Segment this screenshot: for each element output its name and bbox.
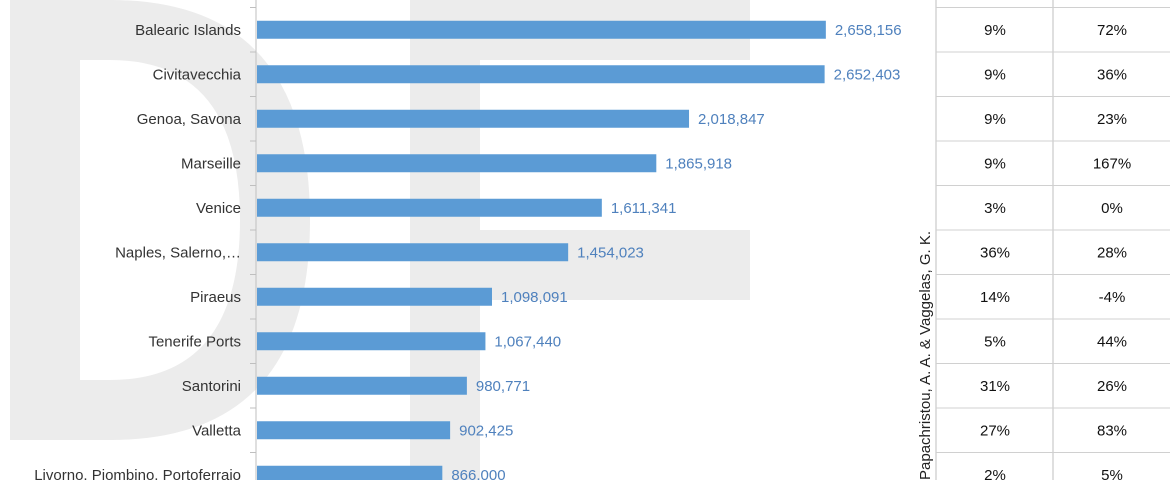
table-cell-col2: 23%: [1097, 111, 1127, 128]
table-cell-col2: 0%: [1101, 200, 1123, 217]
category-label: Naples, Salerno,…: [115, 244, 241, 261]
category-labels: BarcelonaBalearic IslandsCivitavecchiaGe…: [34, 22, 242, 480]
value-label: 902,425: [459, 422, 513, 439]
bars-group: [257, 20, 826, 480]
table-cell-col1: 9%: [984, 66, 1006, 83]
value-label: 980,771: [476, 378, 530, 395]
table-cell-col1: 36%: [980, 244, 1010, 261]
table-cell-col1: 27%: [980, 422, 1010, 439]
table-cell-col1: 2%: [984, 467, 1006, 480]
table-cell-col2: -4%: [1099, 289, 1126, 306]
value-label: 1,067,440: [494, 333, 561, 350]
value-label: 1,611,341: [611, 200, 677, 217]
table-cells: 8%51%9%72%9%36%9%23%9%167%3%0%36%28%14%-…: [980, 22, 1131, 480]
bar: [257, 243, 569, 262]
table-cell-col2: 36%: [1097, 66, 1127, 83]
watermark-letter-d: [10, 0, 310, 440]
value-label: 866,000: [451, 467, 505, 480]
credit-text: Papachristou, A. A. & Vaggelas, G. K.: [917, 231, 934, 480]
bar: [257, 376, 467, 395]
table-cell-col1: 9%: [984, 22, 1006, 39]
category-label: Marseille: [181, 155, 241, 172]
category-label: Civitavecchia: [153, 66, 242, 83]
table-cell-col2: 5%: [1101, 467, 1123, 480]
table-cell-col2: 28%: [1097, 244, 1127, 261]
table-cell-col1: 14%: [980, 289, 1010, 306]
watermark-letter-f: [410, 0, 750, 480]
value-label: 1,454,023: [577, 244, 644, 261]
bar: [257, 65, 825, 84]
value-label: 2,658,156: [835, 22, 902, 39]
bar: [257, 198, 602, 217]
value-label: 1,865,918: [665, 155, 732, 172]
category-label: Livorno, Piombino, Portoferraio: [34, 467, 241, 480]
bar: [257, 109, 690, 128]
value-label: 2,652,403: [834, 66, 901, 83]
category-label: Balearic Islands: [135, 22, 241, 39]
table-grid: [250, 0, 1170, 480]
category-label: Tenerife Ports: [148, 333, 241, 350]
table-cell-col2: 44%: [1097, 333, 1127, 350]
bar: [257, 154, 657, 173]
bar: [257, 332, 486, 351]
table-cell-col1: 3%: [984, 200, 1006, 217]
category-label: Santorini: [182, 378, 241, 395]
value-label: 2,018,847: [698, 111, 765, 128]
category-label: Piraeus: [190, 289, 241, 306]
bar: [257, 20, 826, 39]
category-label: Valletta: [192, 422, 242, 439]
table-cell-col1: 31%: [980, 378, 1010, 395]
table-cell-col1: 9%: [984, 111, 1006, 128]
bar: [257, 421, 451, 440]
table-cell-col1: 9%: [984, 155, 1006, 172]
table-cell-col1: 5%: [984, 333, 1006, 350]
value-label: 1,098,091: [501, 289, 568, 306]
bar: [257, 287, 492, 306]
table-cell-col2: 83%: [1097, 422, 1127, 439]
table-cell-col2: 72%: [1097, 22, 1127, 39]
watermark: [10, 0, 750, 480]
category-label: Venice: [196, 200, 241, 217]
table-cell-col2: 26%: [1097, 378, 1127, 395]
bar: [257, 465, 443, 480]
table-cell-col2: 167%: [1093, 155, 1131, 172]
category-label: Genoa, Savona: [137, 111, 242, 128]
value-labels: 3,157,9162,658,1562,652,4032,018,8471,86…: [451, 22, 902, 480]
